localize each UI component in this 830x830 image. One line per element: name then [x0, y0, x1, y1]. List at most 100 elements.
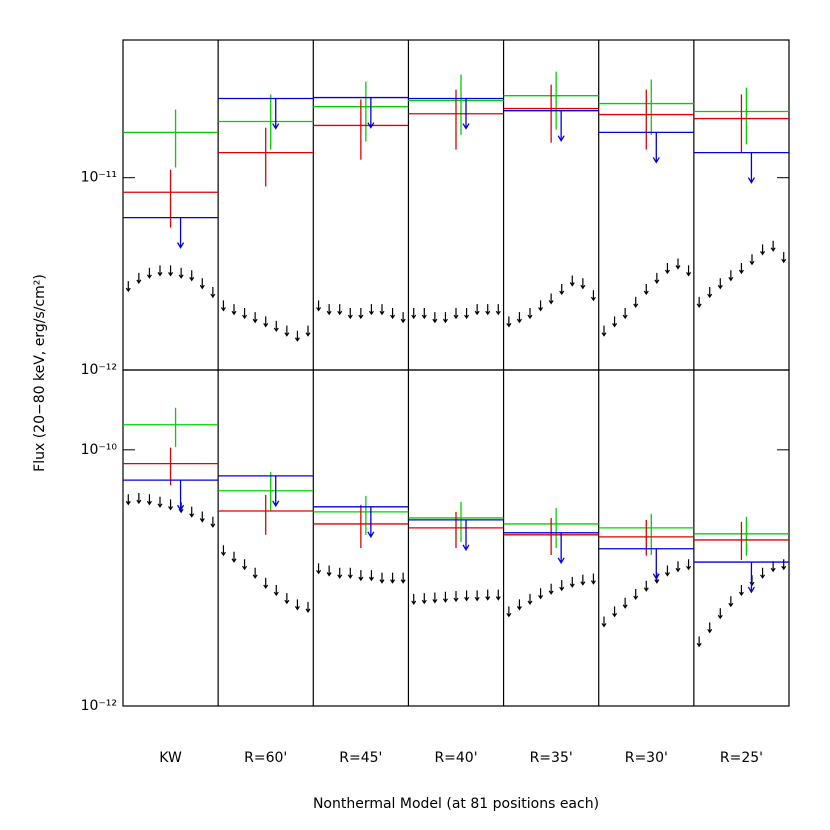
model-upper-limit — [633, 296, 639, 308]
upper-limit-arrow — [177, 480, 185, 512]
model-upper-limit — [781, 252, 787, 264]
model-upper-limit — [442, 591, 448, 603]
model-upper-limit — [495, 589, 501, 601]
model-upper-limit — [242, 559, 248, 571]
model-upper-limit — [548, 293, 554, 305]
model-upper-limit — [590, 573, 596, 585]
upper-limit-arrow — [272, 475, 280, 508]
model-upper-limit — [421, 593, 427, 605]
model-upper-limit — [252, 312, 258, 324]
model-upper-limit — [686, 559, 692, 571]
upper-limit-arrow — [177, 217, 185, 249]
model-upper-limit — [643, 580, 649, 592]
model-upper-limit — [220, 300, 226, 312]
model-upper-limit — [284, 593, 290, 605]
model-upper-limit — [622, 597, 628, 609]
model-upper-limit — [168, 499, 174, 511]
model-upper-limit — [273, 320, 279, 332]
upper-limit-arrow — [367, 97, 375, 129]
model-upper-limit — [464, 308, 470, 320]
model-upper-limit — [368, 570, 374, 582]
model-upper-limit — [770, 561, 776, 573]
model-upper-limit — [675, 258, 681, 270]
model-upper-limit — [485, 304, 491, 316]
model-upper-limit — [411, 308, 417, 320]
model-upper-limit — [654, 272, 660, 284]
model-upper-limit — [263, 577, 269, 589]
y-tick-label: 10⁻¹² — [81, 362, 117, 378]
model-upper-limit — [189, 270, 195, 282]
model-upper-limit — [527, 308, 533, 320]
upper-limit-arrow — [557, 110, 565, 142]
upper-limit-arrow — [557, 532, 565, 565]
model-upper-limit — [358, 308, 364, 320]
upper-limit-arrow — [367, 506, 375, 539]
model-upper-limit — [707, 287, 713, 299]
model-upper-limit — [199, 278, 205, 290]
model-upper-limit — [485, 589, 491, 601]
model-upper-limit — [707, 622, 713, 634]
model-upper-limit — [316, 300, 322, 312]
model-upper-limit — [696, 296, 702, 308]
model-upper-limit — [474, 590, 480, 602]
model-upper-limit — [157, 496, 163, 508]
model-upper-limit — [252, 567, 258, 579]
model-upper-limit — [760, 567, 766, 579]
model-upper-limit — [464, 590, 470, 602]
model-upper-limit — [379, 304, 385, 316]
model-upper-limit — [305, 601, 311, 613]
model-upper-limit — [231, 304, 237, 316]
model-upper-limit — [284, 325, 290, 337]
y-tick-label: 10⁻¹⁰ — [81, 442, 118, 458]
model-upper-limit — [728, 270, 734, 282]
model-upper-limit — [686, 265, 692, 277]
model-upper-limit — [516, 312, 522, 324]
model-upper-limit — [294, 330, 300, 342]
model-upper-limit — [326, 304, 332, 316]
model-upper-limit — [495, 304, 501, 316]
model-upper-limit — [316, 563, 322, 575]
x-tick-label: KW — [159, 750, 182, 766]
model-upper-limit — [210, 516, 216, 528]
x-tick-label: R=30' — [625, 750, 668, 766]
upper-limit-arrow — [272, 98, 280, 130]
model-upper-limit — [125, 281, 131, 293]
y-tick-label: 10⁻¹¹ — [81, 170, 117, 186]
model-upper-limit — [559, 580, 565, 592]
model-upper-limit — [337, 304, 343, 316]
model-upper-limit — [220, 545, 226, 557]
model-upper-limit — [569, 576, 575, 588]
model-upper-limit — [580, 574, 586, 586]
model-upper-limit — [548, 583, 554, 595]
model-upper-limit — [474, 304, 480, 316]
model-upper-limit — [347, 567, 353, 579]
model-upper-limit — [633, 588, 639, 601]
model-upper-limit — [411, 593, 417, 605]
model-upper-limit — [738, 585, 744, 597]
upper-limit-arrow — [652, 548, 660, 580]
upper-limit-arrow — [747, 562, 755, 594]
model-upper-limit — [569, 275, 575, 287]
upper-limit-arrow — [747, 152, 755, 184]
x-tick-label: R=35' — [530, 750, 573, 766]
model-upper-limit — [199, 511, 205, 523]
upper-limit-arrow — [652, 132, 660, 164]
plot-frame — [122, 39, 790, 371]
upper-limit-arrow — [462, 519, 470, 552]
y-tick-label: 10⁻¹² — [81, 698, 117, 714]
model-upper-limit — [157, 265, 163, 277]
x-tick-label: R=40' — [434, 750, 477, 766]
model-upper-limit — [168, 265, 174, 277]
model-upper-limit — [125, 494, 131, 506]
model-upper-limit — [305, 325, 311, 337]
model-upper-limit — [601, 616, 607, 628]
model-upper-limit — [189, 506, 195, 518]
model-upper-limit — [390, 308, 396, 320]
model-upper-limit — [516, 599, 522, 611]
model-upper-limit — [506, 316, 512, 328]
model-upper-limit — [538, 588, 544, 600]
model-upper-limit — [696, 636, 702, 648]
model-upper-limit — [675, 561, 681, 573]
model-upper-limit — [538, 300, 544, 312]
